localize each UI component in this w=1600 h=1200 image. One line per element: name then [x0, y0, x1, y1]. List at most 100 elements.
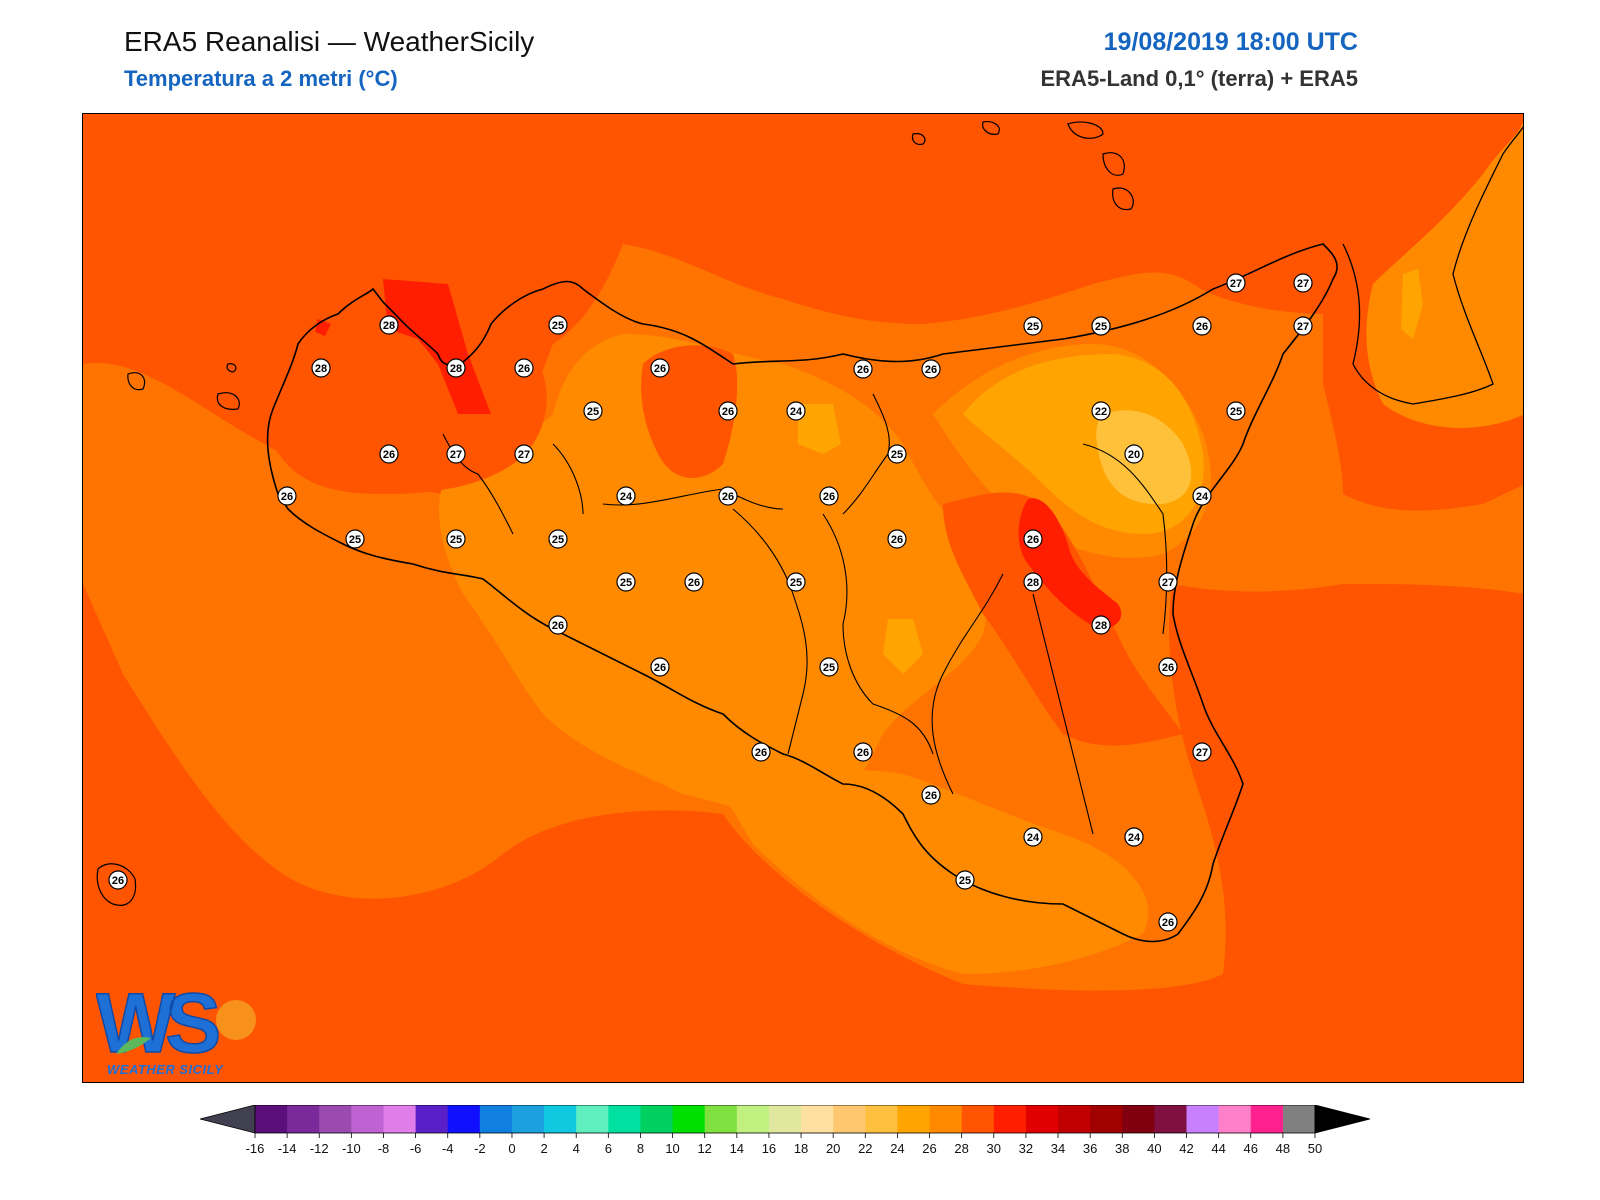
station-value: 26	[891, 534, 903, 546]
colorbar-min-arrow	[200, 1105, 256, 1134]
colorbar-tick-label: 0	[508, 1141, 515, 1156]
station-value: 25	[1095, 321, 1107, 333]
station-value: 26	[925, 790, 937, 802]
colorbar-cell	[768, 1105, 802, 1133]
colorbar-cell	[415, 1105, 449, 1133]
station-value: 26	[518, 363, 530, 375]
colorbar-tick-label: -4	[442, 1141, 454, 1156]
station-circle	[887, 444, 907, 464]
temperature-map: 28 25 28 28 26 26 25 26 24 26 27 27 26 24 26 26 25 25 25 25…	[82, 113, 1524, 1083]
colorbar-cell	[447, 1105, 481, 1133]
colorbar-tick-label: 44	[1211, 1141, 1225, 1156]
temp-zone-24-ne	[1366, 121, 1523, 428]
station-value: 26	[722, 406, 734, 418]
colorbar-cell	[1282, 1105, 1316, 1133]
station-value: 28	[450, 363, 462, 375]
station-circle	[379, 315, 399, 335]
station-circle	[548, 615, 568, 635]
station-marker: 28	[446, 358, 466, 378]
temp-zone-30-east	[1018, 498, 1122, 629]
colorbar-tick-label: 26	[922, 1141, 936, 1156]
station-marker: 26	[718, 486, 738, 506]
station-marker: 28	[379, 315, 399, 335]
colorbar-cell	[1090, 1105, 1123, 1133]
colorbar-tick-label: 10	[665, 1141, 679, 1156]
station-circle	[955, 870, 975, 890]
station-marker: 27	[514, 444, 534, 464]
temp-zone-28-east	[943, 492, 1183, 746]
station-circle	[548, 529, 568, 549]
station-value: 25	[620, 577, 632, 589]
map-canvas: 28 25 28 28 26 26 25 26 24 26 27 27 26 24 26 26 25 25 25 25…	[83, 114, 1523, 1082]
station-value: 26	[857, 747, 869, 759]
temp-zone-22-south	[883, 619, 923, 674]
station-marker: 27	[1293, 316, 1313, 336]
station-marker: 27	[1192, 742, 1212, 762]
colorbar-tick-label: 16	[762, 1141, 776, 1156]
station-marker: 26	[1158, 912, 1178, 932]
station-circle	[1091, 615, 1111, 635]
station-marker: 25	[786, 572, 806, 592]
temp-zone-22-ne	[1401, 269, 1423, 339]
station-marker: 26	[548, 615, 568, 635]
colorbar-tick-label: 8	[637, 1141, 644, 1156]
colorbar-cell	[319, 1105, 352, 1133]
egadi-islands	[127, 363, 240, 410]
station-value: 27	[1196, 747, 1208, 759]
station-value: 25	[349, 534, 361, 546]
colorbar-tick-label: -12	[310, 1141, 329, 1156]
temp-zone-24-south	[723, 770, 1149, 974]
colorbar-cell	[1122, 1105, 1155, 1133]
station-value: 28	[1095, 620, 1107, 632]
station-value: 25	[790, 577, 802, 589]
station-value: 25	[450, 534, 462, 546]
station-marker: 28	[1091, 615, 1111, 635]
colorbar-cell	[640, 1105, 674, 1133]
station-marker: 25	[345, 529, 365, 549]
colorbar-tick-label: 12	[697, 1141, 711, 1156]
colorbar-tick-label: 24	[890, 1141, 904, 1156]
station-value: 25	[587, 406, 599, 418]
colorbar-tick-label: 6	[605, 1141, 612, 1156]
colorbar-cell	[961, 1105, 995, 1133]
station-marker: 25	[1226, 401, 1246, 421]
station-marker: 26	[108, 870, 128, 890]
station-marker: 25	[819, 657, 839, 677]
colorbar-tick-label: 2	[540, 1141, 547, 1156]
station-circle	[718, 486, 738, 506]
station-circle	[616, 486, 636, 506]
colorbar-cell	[479, 1105, 513, 1133]
colorbar-cell	[993, 1105, 1027, 1133]
calabria-coast	[1342, 126, 1523, 405]
station-value: 26	[1027, 534, 1039, 546]
colorbar-cell	[1154, 1105, 1188, 1133]
station-marker: 26	[1192, 316, 1212, 336]
station-value: 27	[450, 449, 462, 461]
station-value: 24	[620, 491, 633, 503]
station-marker: 24	[1124, 827, 1144, 847]
station-circle	[1124, 444, 1144, 464]
colorbar-tick-label: 36	[1083, 1141, 1097, 1156]
station-marker: 24	[1192, 486, 1212, 506]
station-value: 26	[281, 491, 293, 503]
map-datetime: 19/08/2019 18:00 UTC	[1103, 28, 1358, 56]
station-value: 26	[383, 449, 395, 461]
colorbar-cell	[576, 1105, 609, 1133]
station-value: 28	[1027, 577, 1039, 589]
station-marker: 25	[446, 529, 466, 549]
station-value: 27	[1297, 278, 1309, 290]
station-value: 24	[1128, 832, 1141, 844]
station-marker: 28	[311, 358, 331, 378]
station-marker: 24	[616, 486, 636, 506]
colorbar-cell	[287, 1105, 320, 1133]
station-marker: 28	[1023, 572, 1043, 592]
station-circle	[1158, 657, 1178, 677]
station-marker: 25	[583, 401, 603, 421]
colorbar-tick-label: -8	[378, 1141, 390, 1156]
weathersicily-logo: WS	[96, 980, 256, 1071]
station-circle	[684, 572, 704, 592]
station-circle	[786, 401, 806, 421]
station-value: 25	[552, 534, 564, 546]
station-marker: 25	[1091, 316, 1111, 336]
station-circle	[583, 401, 603, 421]
